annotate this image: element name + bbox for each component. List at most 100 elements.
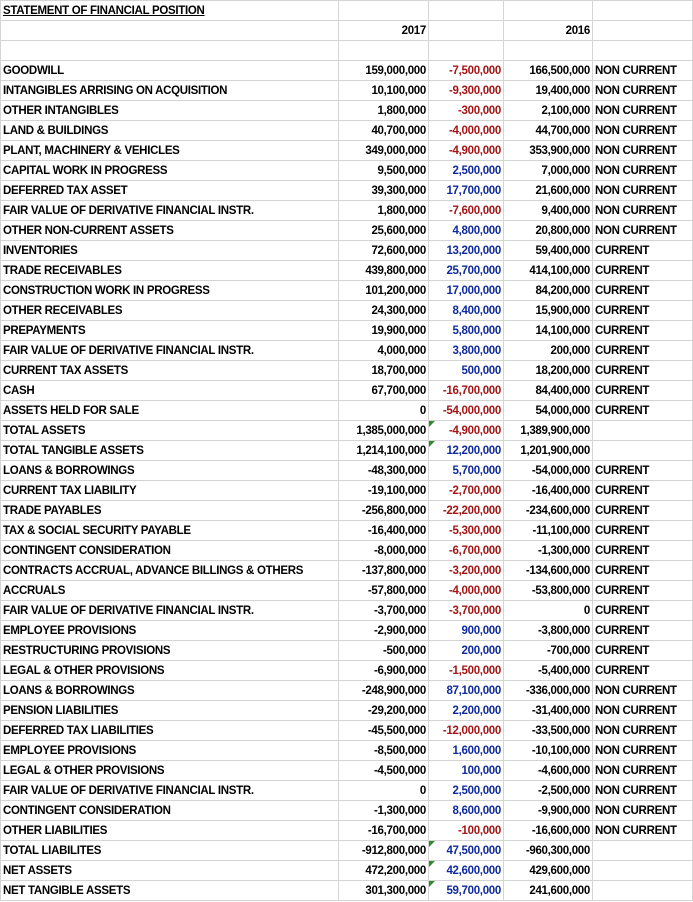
value-2017-cell[interactable]: 0: [338, 400, 429, 421]
classification-cell[interactable]: CURRENT: [592, 560, 693, 581]
value-2016-cell[interactable]: 15,900,000: [503, 300, 593, 321]
row-label-cell[interactable]: TAX & SOCIAL SECURITY PAYABLE: [0, 520, 339, 541]
value-2017-cell[interactable]: 67,700,000: [338, 380, 429, 401]
value-2017-cell[interactable]: 439,800,000: [338, 260, 429, 281]
empty-cell[interactable]: [592, 40, 693, 61]
value-2016-cell[interactable]: -336,000,000: [503, 680, 593, 701]
change-cell[interactable]: -6,700,000: [428, 540, 504, 561]
classification-cell[interactable]: NON CURRENT: [592, 700, 693, 721]
row-label-cell[interactable]: TOTAL LIABILITES: [0, 840, 339, 861]
row-label-cell[interactable]: ASSETS HELD FOR SALE: [0, 400, 339, 421]
change-cell[interactable]: 2,500,000: [428, 160, 504, 181]
value-2016-cell[interactable]: -53,800,000: [503, 580, 593, 601]
classification-cell[interactable]: NON CURRENT: [592, 60, 693, 81]
classification-cell[interactable]: CURRENT: [592, 540, 693, 561]
value-2017-cell[interactable]: -256,800,000: [338, 500, 429, 521]
change-cell[interactable]: -4,000,000: [428, 120, 504, 141]
value-2016-cell[interactable]: -54,000,000: [503, 460, 593, 481]
value-2016-cell[interactable]: 14,100,000: [503, 320, 593, 341]
change-cell[interactable]: -16,700,000: [428, 380, 504, 401]
change-cell[interactable]: 17,700,000: [428, 180, 504, 201]
row-label-cell[interactable]: OTHER LIABILITIES: [0, 820, 339, 841]
change-cell[interactable]: -3,700,000: [428, 600, 504, 621]
change-cell[interactable]: 8,400,000: [428, 300, 504, 321]
header-2016[interactable]: 2016: [503, 20, 593, 41]
change-cell[interactable]: 5,700,000: [428, 460, 504, 481]
row-label-cell[interactable]: FAIR VALUE OF DERIVATIVE FINANCIAL INSTR…: [0, 780, 339, 801]
change-cell[interactable]: -100,000: [428, 820, 504, 841]
row-label-cell[interactable]: FAIR VALUE OF DERIVATIVE FINANCIAL INSTR…: [0, 340, 339, 361]
value-2016-cell[interactable]: 54,000,000: [503, 400, 593, 421]
change-cell[interactable]: 87,100,000: [428, 680, 504, 701]
value-2016-cell[interactable]: 59,400,000: [503, 240, 593, 261]
change-cell[interactable]: 2,200,000: [428, 700, 504, 721]
row-label-cell[interactable]: NET TANGIBLE ASSETS: [0, 880, 339, 901]
change-cell[interactable]: 2,500,000: [428, 780, 504, 801]
empty-cell[interactable]: [503, 0, 593, 21]
change-cell[interactable]: -4,900,000: [428, 140, 504, 161]
change-cell[interactable]: -300,000: [428, 100, 504, 121]
row-label-cell[interactable]: ACCRUALS: [0, 580, 339, 601]
value-2017-cell[interactable]: 40,700,000: [338, 120, 429, 141]
value-2017-cell[interactable]: 39,300,000: [338, 180, 429, 201]
value-2017-cell[interactable]: 0: [338, 780, 429, 801]
change-cell[interactable]: -4,900,000: [428, 420, 504, 441]
change-cell[interactable]: -22,200,000: [428, 500, 504, 521]
change-cell[interactable]: -4,000,000: [428, 580, 504, 601]
value-2016-cell[interactable]: -11,100,000: [503, 520, 593, 541]
empty-cell[interactable]: [0, 40, 339, 61]
value-2016-cell[interactable]: 44,700,000: [503, 120, 593, 141]
change-cell[interactable]: -7,500,000: [428, 60, 504, 81]
change-cell[interactable]: 100,000: [428, 760, 504, 781]
value-2017-cell[interactable]: -4,500,000: [338, 760, 429, 781]
row-label-cell[interactable]: OTHER NON-CURRENT ASSETS: [0, 220, 339, 241]
change-cell[interactable]: 4,800,000: [428, 220, 504, 241]
value-2016-cell[interactable]: 1,389,900,000: [503, 420, 593, 441]
classification-cell[interactable]: CURRENT: [592, 360, 693, 381]
value-2016-cell[interactable]: -4,600,000: [503, 760, 593, 781]
change-cell[interactable]: 3,800,000: [428, 340, 504, 361]
classification-cell[interactable]: NON CURRENT: [592, 720, 693, 741]
classification-cell[interactable]: NON CURRENT: [592, 140, 693, 161]
classification-cell[interactable]: CURRENT: [592, 380, 693, 401]
value-2017-cell[interactable]: -16,400,000: [338, 520, 429, 541]
value-2017-cell[interactable]: 349,000,000: [338, 140, 429, 161]
value-2017-cell[interactable]: 101,200,000: [338, 280, 429, 301]
row-label-cell[interactable]: GOODWILL: [0, 60, 339, 81]
value-2016-cell[interactable]: 414,100,000: [503, 260, 593, 281]
classification-cell[interactable]: NON CURRENT: [592, 220, 693, 241]
row-label-cell[interactable]: CONSTRUCTION WORK IN PROGRESS: [0, 280, 339, 301]
value-2017-cell[interactable]: -57,800,000: [338, 580, 429, 601]
empty-cell[interactable]: [338, 40, 429, 61]
row-label-cell[interactable]: PENSION LIABILITIES: [0, 700, 339, 721]
change-cell[interactable]: -54,000,000: [428, 400, 504, 421]
sheet-title[interactable]: STATEMENT OF FINANCIAL POSITION: [0, 0, 339, 21]
value-2017-cell[interactable]: 1,214,100,000: [338, 440, 429, 461]
row-label-cell[interactable]: LAND & BUILDINGS: [0, 120, 339, 141]
value-2016-cell[interactable]: -10,100,000: [503, 740, 593, 761]
classification-cell[interactable]: NON CURRENT: [592, 680, 693, 701]
classification-cell[interactable]: [592, 860, 693, 881]
row-label-cell[interactable]: INVENTORIES: [0, 240, 339, 261]
classification-cell[interactable]: CURRENT: [592, 280, 693, 301]
value-2016-cell[interactable]: 200,000: [503, 340, 593, 361]
classification-cell[interactable]: CURRENT: [592, 320, 693, 341]
change-cell[interactable]: 47,500,000: [428, 840, 504, 861]
classification-cell[interactable]: NON CURRENT: [592, 120, 693, 141]
change-cell[interactable]: 200,000: [428, 640, 504, 661]
classification-cell[interactable]: NON CURRENT: [592, 820, 693, 841]
change-cell[interactable]: 8,600,000: [428, 800, 504, 821]
value-2017-cell[interactable]: -6,900,000: [338, 660, 429, 681]
row-label-cell[interactable]: LOANS & BORROWINGS: [0, 680, 339, 701]
classification-cell[interactable]: [592, 440, 693, 461]
change-cell[interactable]: -12,000,000: [428, 720, 504, 741]
value-2017-cell[interactable]: -19,100,000: [338, 480, 429, 501]
value-2017-cell[interactable]: -137,800,000: [338, 560, 429, 581]
classification-cell[interactable]: CURRENT: [592, 480, 693, 501]
row-label-cell[interactable]: CONTINGENT CONSIDERATION: [0, 540, 339, 561]
classification-cell[interactable]: NON CURRENT: [592, 740, 693, 761]
row-label-cell[interactable]: PLANT, MACHINERY & VEHICLES: [0, 140, 339, 161]
value-2017-cell[interactable]: -48,300,000: [338, 460, 429, 481]
value-2017-cell[interactable]: 472,200,000: [338, 860, 429, 881]
classification-cell[interactable]: CURRENT: [592, 400, 693, 421]
